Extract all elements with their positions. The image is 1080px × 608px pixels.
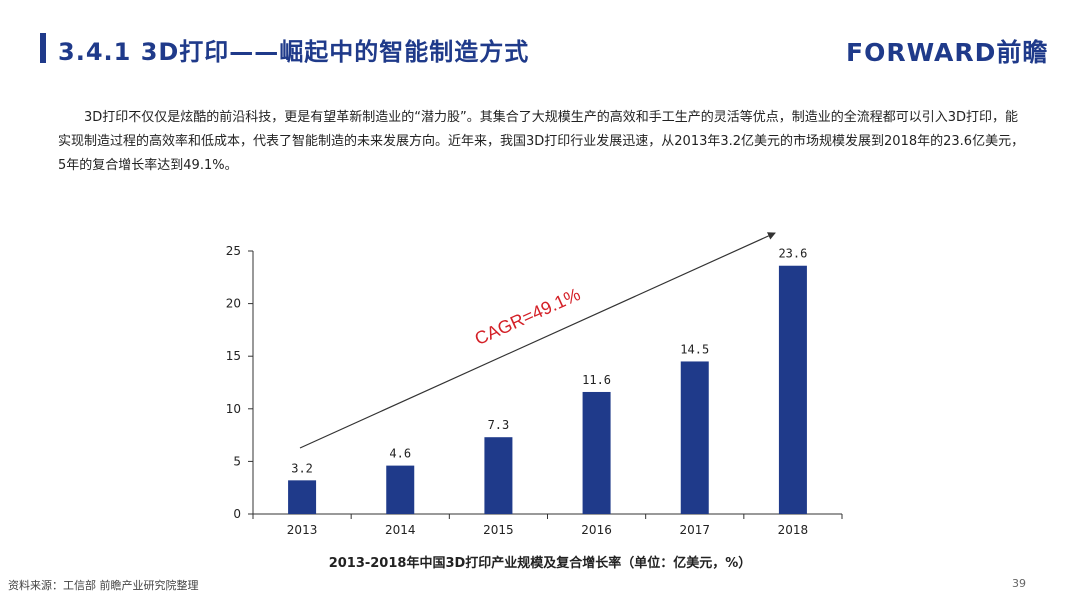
bar-2015 (484, 437, 513, 514)
page-number: 39 (1012, 577, 1026, 590)
cagr-trend-arrow (299, 232, 776, 449)
cagr-annotation: CAGR=49.1% (472, 284, 584, 349)
x-tick-label-2017: 2017 (679, 523, 710, 537)
source-note: 资料来源：工信部 前瞻产业研究院整理 (8, 579, 199, 592)
value-label-2017: 14.5 (680, 342, 709, 356)
value-label-2013: 3.2 (291, 461, 313, 475)
value-label-2018: 23.6 (778, 247, 807, 261)
bar-2018 (778, 265, 807, 514)
intro-paragraph: 3D打印不仅仅是炫酷的前沿科技，更是有望革新制造业的“潜力股”。其集合了大规模生… (58, 110, 1025, 173)
y-tick-label: 5 (233, 454, 241, 468)
x-tick-label-2016: 2016 (581, 523, 612, 537)
bar-2013 (288, 480, 317, 514)
chart-caption: 2013-2018年中国3D打印产业规模及复合增长率（单位：亿美元，%） (328, 556, 752, 571)
y-tick-label: 25 (226, 244, 241, 258)
bar-2014 (386, 465, 415, 514)
x-tick-label-2018: 2018 (778, 523, 809, 537)
x-tick-label-2015: 2015 (483, 523, 514, 537)
brand-logo: FORWARD前瞻 (846, 38, 1049, 67)
x-tick-label-2013: 2013 (287, 523, 318, 537)
bar-2016 (582, 391, 611, 514)
page-title: 3.4.1 3D打印——崛起中的智能制造方式 (58, 38, 530, 66)
bar-2017 (680, 361, 709, 514)
y-tick-label: 0 (233, 507, 241, 521)
x-tick-label-2014: 2014 (385, 523, 416, 537)
title-accent-bar (40, 33, 46, 63)
y-tick-label: 15 (226, 349, 241, 363)
value-label-2016: 11.6 (582, 373, 611, 387)
value-label-2015: 7.3 (488, 418, 510, 432)
y-tick-label: 20 (226, 297, 241, 311)
value-label-2014: 4.6 (389, 447, 411, 461)
y-tick-label: 10 (226, 402, 241, 416)
